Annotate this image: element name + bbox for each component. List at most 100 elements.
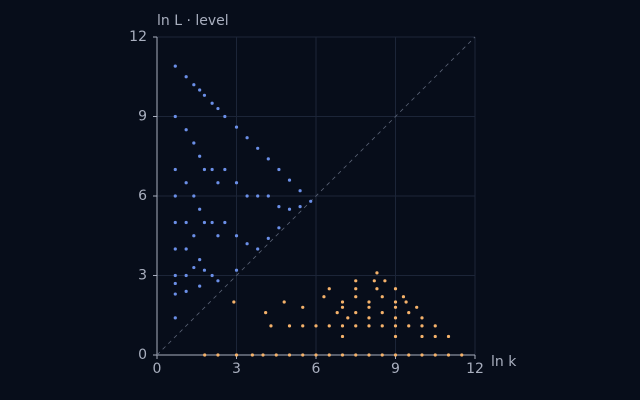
point: [420, 334, 424, 339]
point: [198, 207, 202, 211]
point: [367, 300, 371, 304]
point: [198, 88, 202, 92]
point: [393, 324, 398, 328]
point: [327, 324, 331, 328]
point: [216, 234, 220, 238]
point: [393, 353, 398, 357]
point: [277, 167, 281, 172]
point: [223, 167, 227, 172]
point: [420, 353, 424, 357]
point: [173, 194, 177, 198]
point: [407, 324, 411, 328]
point: [287, 353, 292, 357]
point: [192, 265, 196, 270]
point: [287, 178, 292, 182]
point: [266, 157, 270, 161]
point: [393, 300, 398, 304]
point: [210, 167, 214, 172]
point: [346, 316, 350, 320]
x-tick-label: 12: [466, 361, 484, 377]
point: [277, 205, 281, 209]
point: [198, 284, 202, 288]
y-tick-label: 9: [138, 109, 147, 125]
point: [354, 311, 358, 315]
point: [173, 281, 177, 286]
point: [173, 247, 177, 251]
point: [404, 300, 408, 304]
point: [202, 220, 207, 225]
point: [184, 128, 188, 132]
point: [216, 279, 220, 283]
point: [393, 316, 398, 320]
point: [223, 220, 227, 225]
point: [173, 64, 177, 68]
point: [216, 353, 220, 357]
y-tick-label: 6: [138, 188, 147, 204]
point: [184, 75, 188, 79]
point: [380, 353, 384, 357]
point: [287, 324, 292, 328]
point: [367, 316, 371, 320]
y-tick-label: 12: [129, 29, 147, 45]
point: [173, 273, 177, 278]
point: [210, 101, 214, 105]
reference-diagonal: [156, 36, 476, 356]
point: [335, 311, 339, 315]
point: [433, 324, 437, 328]
point: [420, 324, 424, 328]
point: [407, 311, 411, 315]
point: [256, 247, 260, 251]
point: [354, 279, 358, 283]
x-axis-label: ln k: [491, 354, 517, 370]
point: [327, 287, 331, 291]
point: [354, 353, 358, 357]
point: [216, 181, 220, 185]
point: [327, 353, 331, 357]
point: [367, 305, 371, 309]
point: [232, 300, 236, 304]
point: [184, 273, 188, 278]
point: [234, 125, 239, 129]
point: [234, 181, 239, 185]
point: [223, 114, 227, 119]
point: [314, 353, 318, 357]
point: [266, 236, 270, 240]
point: [269, 324, 273, 328]
point: [210, 220, 214, 225]
point: [202, 167, 207, 172]
point: [203, 353, 207, 357]
point: [433, 353, 437, 357]
point: [184, 220, 188, 225]
point: [274, 353, 278, 357]
point: [393, 305, 398, 309]
point: [298, 205, 302, 209]
point: [234, 234, 239, 238]
point: [256, 194, 260, 198]
point: [192, 83, 196, 87]
point: [184, 247, 188, 251]
point: [354, 295, 358, 299]
point: [340, 300, 345, 304]
y-tick-label: 3: [138, 268, 147, 284]
point: [340, 353, 345, 357]
point: [264, 311, 268, 315]
point: [234, 353, 239, 357]
point: [192, 141, 196, 145]
point: [210, 273, 214, 278]
point: [407, 353, 411, 357]
y-tick-label: 0: [138, 347, 147, 363]
point: [415, 305, 419, 309]
point: [173, 167, 177, 172]
point: [198, 258, 202, 262]
point: [234, 268, 239, 272]
point: [198, 154, 202, 158]
point: [446, 334, 451, 339]
point: [202, 268, 207, 272]
point: [184, 289, 188, 293]
point: [314, 324, 318, 328]
point: [393, 334, 398, 339]
point: [380, 295, 384, 299]
point: [245, 136, 249, 140]
point: [266, 194, 270, 198]
